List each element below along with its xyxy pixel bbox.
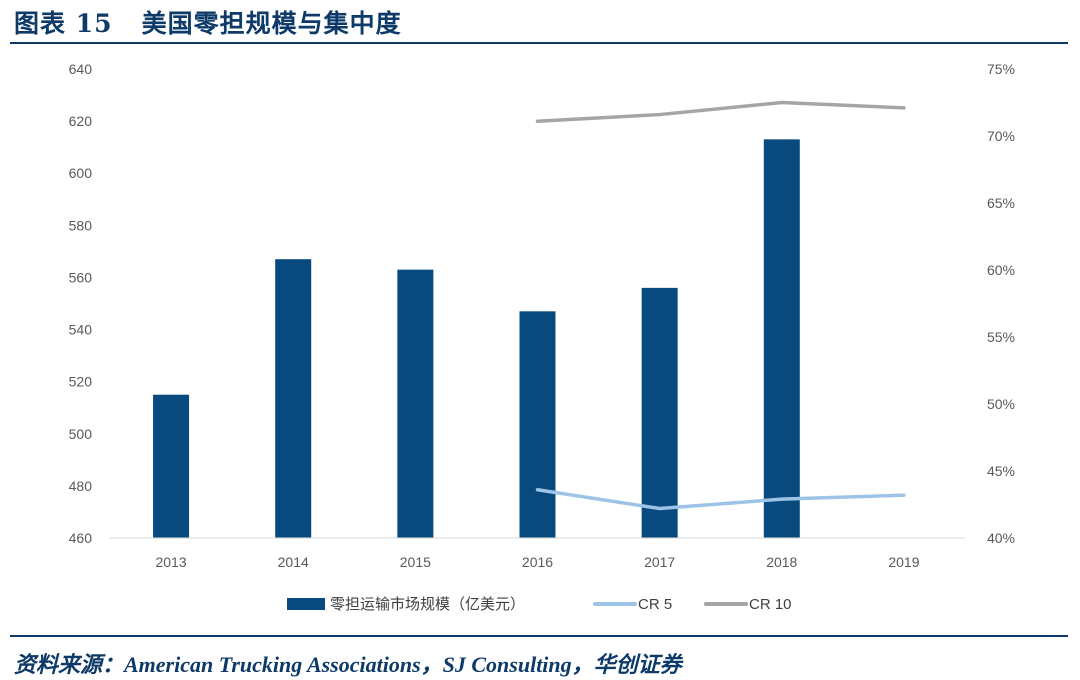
left-tick-label: 500 xyxy=(69,426,93,442)
x-tick-label: 2013 xyxy=(155,554,186,570)
legend: 零担运输市场规模（亿美元） CR 5 CR 10 xyxy=(287,596,792,613)
left-tick-label: 460 xyxy=(69,530,93,546)
right-tick-label: 75% xyxy=(987,61,1015,77)
right-tick-label: 50% xyxy=(987,396,1015,412)
right-tick-label: 40% xyxy=(987,530,1015,546)
bar-series xyxy=(153,139,800,538)
right-tick-label: 55% xyxy=(987,329,1015,345)
right-tick-label: 65% xyxy=(987,195,1015,211)
bar-2015 xyxy=(397,269,434,538)
bar-2018 xyxy=(763,139,800,538)
right-tick-label: 60% xyxy=(987,262,1015,278)
left-tick-label: 600 xyxy=(69,165,93,181)
figure-title: 图表 15 美国零担规模与集中度 xyxy=(14,4,402,40)
left-tick-label: 640 xyxy=(69,61,93,77)
figure-label: 图表 15 xyxy=(14,9,113,38)
line-cr10 xyxy=(535,100,906,124)
left-tick-label: 480 xyxy=(69,478,93,494)
chart: 640 620 600 580 560 540 520 500 480 460 75% 70% 65%… xyxy=(69,61,1015,613)
left-tick-label: 580 xyxy=(69,217,93,233)
legend-label: CR 10 xyxy=(749,596,792,613)
x-tick-label: 2014 xyxy=(278,554,309,570)
figure-title-text: 美国零担规模与集中度 xyxy=(141,9,402,38)
left-tick-label: 620 xyxy=(69,113,93,129)
x-tick-label: 2017 xyxy=(644,554,675,570)
x-axis-ticks: 2013 2014 2015 2016 2017 2018 2019 xyxy=(155,554,919,570)
left-tick-label: 560 xyxy=(69,269,93,285)
x-tick-label: 2015 xyxy=(400,554,431,570)
right-tick-label: 45% xyxy=(987,463,1015,479)
right-axis-ticks: 75% 70% 65% 60% 55% 50% 45% 40% xyxy=(987,61,1015,546)
left-axis-ticks: 640 620 600 580 560 540 520 500 480 460 xyxy=(69,61,93,546)
right-tick-label: 70% xyxy=(987,128,1015,144)
line-series xyxy=(535,100,906,511)
left-tick-label: 520 xyxy=(69,374,93,390)
bar-2016 xyxy=(519,311,556,538)
legend-label: 零担运输市场规模（亿美元） xyxy=(330,596,525,613)
title-divider xyxy=(10,42,1068,44)
line-cr5 xyxy=(535,488,906,511)
bar-2017 xyxy=(641,287,678,538)
bar-2014 xyxy=(275,259,312,538)
legend-label: CR 5 xyxy=(638,596,672,613)
x-tick-label: 2019 xyxy=(888,554,919,570)
legend-swatch-bar xyxy=(287,598,325,610)
source-divider xyxy=(10,635,1068,637)
x-tick-label: 2018 xyxy=(766,554,797,570)
bar-2013 xyxy=(153,394,190,538)
left-tick-label: 540 xyxy=(69,322,93,338)
source-note: 资料来源：American Trucking Associations，SJ C… xyxy=(14,652,682,677)
x-tick-label: 2016 xyxy=(522,554,553,570)
